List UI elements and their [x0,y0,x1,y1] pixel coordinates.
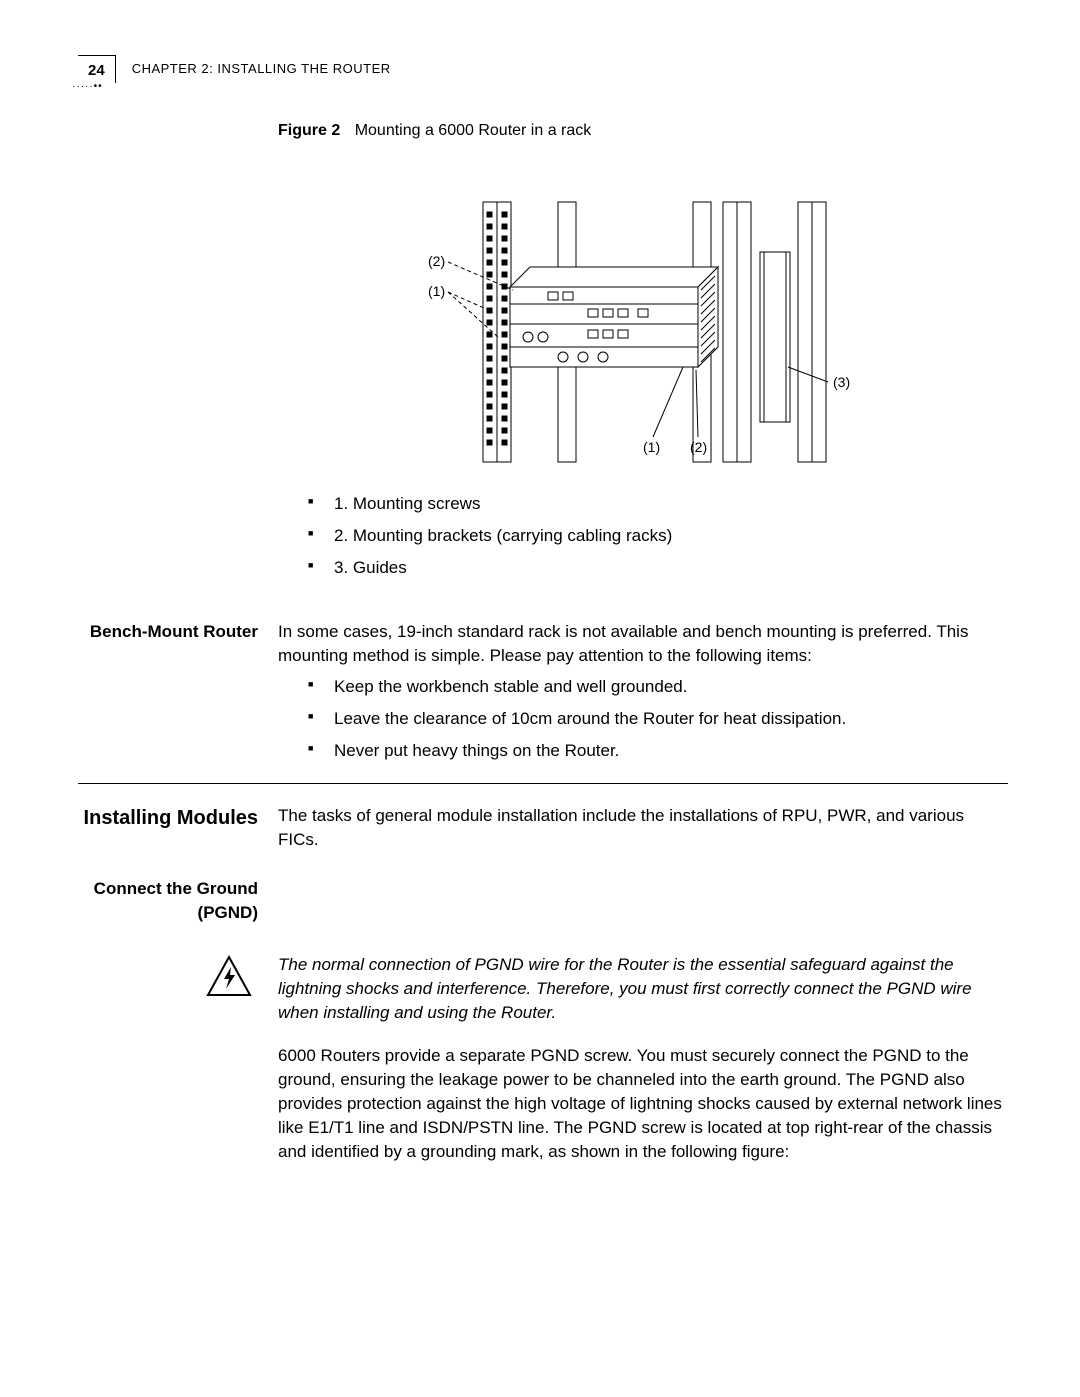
figure-caption-text: Mounting a 6000 Router in a rack [355,122,592,139]
chapter-title: CHAPTER 2: INSTALLING THE ROUTER [132,60,391,78]
pgnd-warning-text: The normal connection of PGND wire for t… [278,953,1008,1024]
figure-label: Figure 2 [278,122,340,139]
callout-2-bottom: (2) [690,439,707,455]
legend-item-3: 3. Guides [308,556,1008,580]
page-number: 24 [78,55,116,83]
callout-2-top: (2) [428,253,445,269]
figure-caption: Figure 2 Mounting a 6000 Router in a rac… [278,120,1008,142]
legend-item-2: 2. Mounting brackets (carrying cabling r… [308,524,1008,548]
legend-item-1: 1. Mounting screws [308,492,1008,516]
installing-modules-paragraph: The tasks of general module installation… [278,804,1008,852]
bench-mount-paragraph: In some cases, 19-inch standard rack is … [278,620,1008,668]
bench-bullet-1: Keep the workbench stable and well groun… [308,675,1008,699]
callout-1-bottom: (1) [643,439,660,455]
connect-ground-heading: Connect the Ground (PGND) [78,877,278,925]
section-divider [78,783,1008,784]
figure-diagram: (2) (1) (1) (2) (3) [388,192,1008,472]
bench-mount-bullets: Keep the workbench stable and well groun… [308,675,1008,762]
figure-legend: 1. Mounting screws 2. Mounting brackets … [308,492,1008,579]
bench-mount-heading: Bench-Mount Router [78,620,278,668]
pgnd-paragraph: 6000 Routers provide a separate PGND scr… [278,1044,1008,1163]
callout-1-top: (1) [428,283,445,299]
callout-3: (3) [833,374,850,390]
installing-modules-heading: Installing Modules [78,804,278,852]
bench-bullet-2: Leave the clearance of 10cm around the R… [308,707,1008,731]
header-dots-decor: ·····•• [72,80,103,94]
bench-bullet-3: Never put heavy things on the Router. [308,739,1008,763]
warning-lightning-icon [206,955,252,997]
page-header: 24 CHAPTER 2: INSTALLING THE ROUTER [78,55,391,83]
